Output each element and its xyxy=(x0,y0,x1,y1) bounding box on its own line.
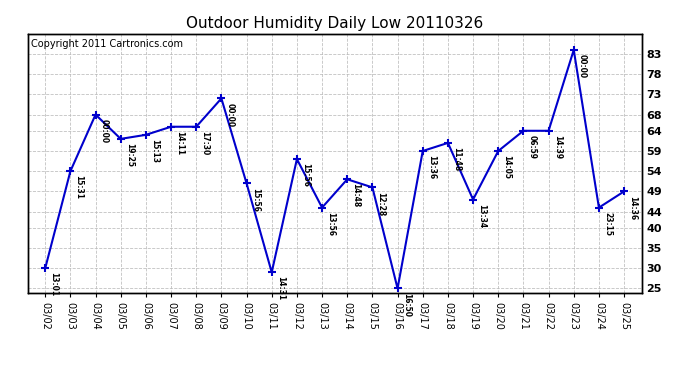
Text: 13:34: 13:34 xyxy=(477,204,486,228)
Text: 15:31: 15:31 xyxy=(75,176,83,200)
Text: 14:48: 14:48 xyxy=(351,183,360,208)
Title: Outdoor Humidity Daily Low 20110326: Outdoor Humidity Daily Low 20110326 xyxy=(186,16,483,31)
Text: 14:31: 14:31 xyxy=(276,276,285,301)
Text: 14:05: 14:05 xyxy=(502,155,511,179)
Text: 15:56: 15:56 xyxy=(250,188,259,211)
Text: 00:00: 00:00 xyxy=(226,103,235,127)
Text: 13:01: 13:01 xyxy=(50,272,59,297)
Text: 14:36: 14:36 xyxy=(629,196,638,220)
Text: Copyright 2011 Cartronics.com: Copyright 2011 Cartronics.com xyxy=(30,39,183,49)
Text: 11:48: 11:48 xyxy=(452,147,461,171)
Text: 13:56: 13:56 xyxy=(326,212,335,236)
Text: 14:39: 14:39 xyxy=(553,135,562,159)
Text: 15:13: 15:13 xyxy=(150,139,159,163)
Text: 23:15: 23:15 xyxy=(603,212,612,236)
Text: 12:28: 12:28 xyxy=(377,192,386,216)
Text: 16:50: 16:50 xyxy=(402,292,411,316)
Text: 15:56: 15:56 xyxy=(301,163,310,187)
Text: 06:59: 06:59 xyxy=(528,135,537,159)
Text: 14:11: 14:11 xyxy=(175,131,184,155)
Text: 00:00: 00:00 xyxy=(100,119,109,143)
Text: 19:25: 19:25 xyxy=(125,143,134,167)
Text: 13:36: 13:36 xyxy=(427,155,436,179)
Text: 00:00: 00:00 xyxy=(578,54,587,78)
Text: 17:30: 17:30 xyxy=(200,131,209,155)
